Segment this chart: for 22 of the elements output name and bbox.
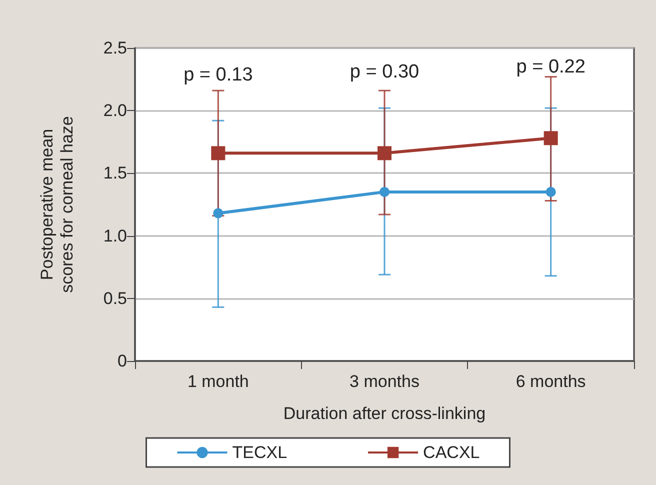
y-tick-label: 0: [118, 352, 127, 370]
y-axis-title: Postoperative mean scores for corneal haze: [38, 116, 76, 293]
x-tick-label: 1 month: [187, 372, 249, 391]
y-tick-label: 0.5: [103, 288, 127, 308]
point: [380, 186, 390, 197]
x-tick-label: 3 months: [350, 372, 420, 391]
point: [211, 146, 226, 160]
y-tick-label: 2.0: [103, 101, 127, 120]
point: [544, 131, 558, 146]
point: [546, 186, 556, 197]
point: [378, 146, 392, 160]
point: [213, 208, 224, 218]
x-tick-label: 6 months: [516, 372, 586, 391]
annotation: p = 0.30: [350, 62, 420, 82]
x-axis-title: Duration after cross-linking: [283, 404, 486, 423]
legend-label: TECXL: [232, 443, 288, 462]
y-tick-label: 1.0: [103, 226, 127, 246]
legend-label: CACXL: [423, 443, 480, 462]
y-tick-label: 1.5: [103, 164, 127, 183]
annotation: p = 0.13: [184, 64, 253, 86]
y-tick-label: 2.5: [103, 38, 127, 58]
annotation: p = 0.22: [516, 56, 586, 78]
